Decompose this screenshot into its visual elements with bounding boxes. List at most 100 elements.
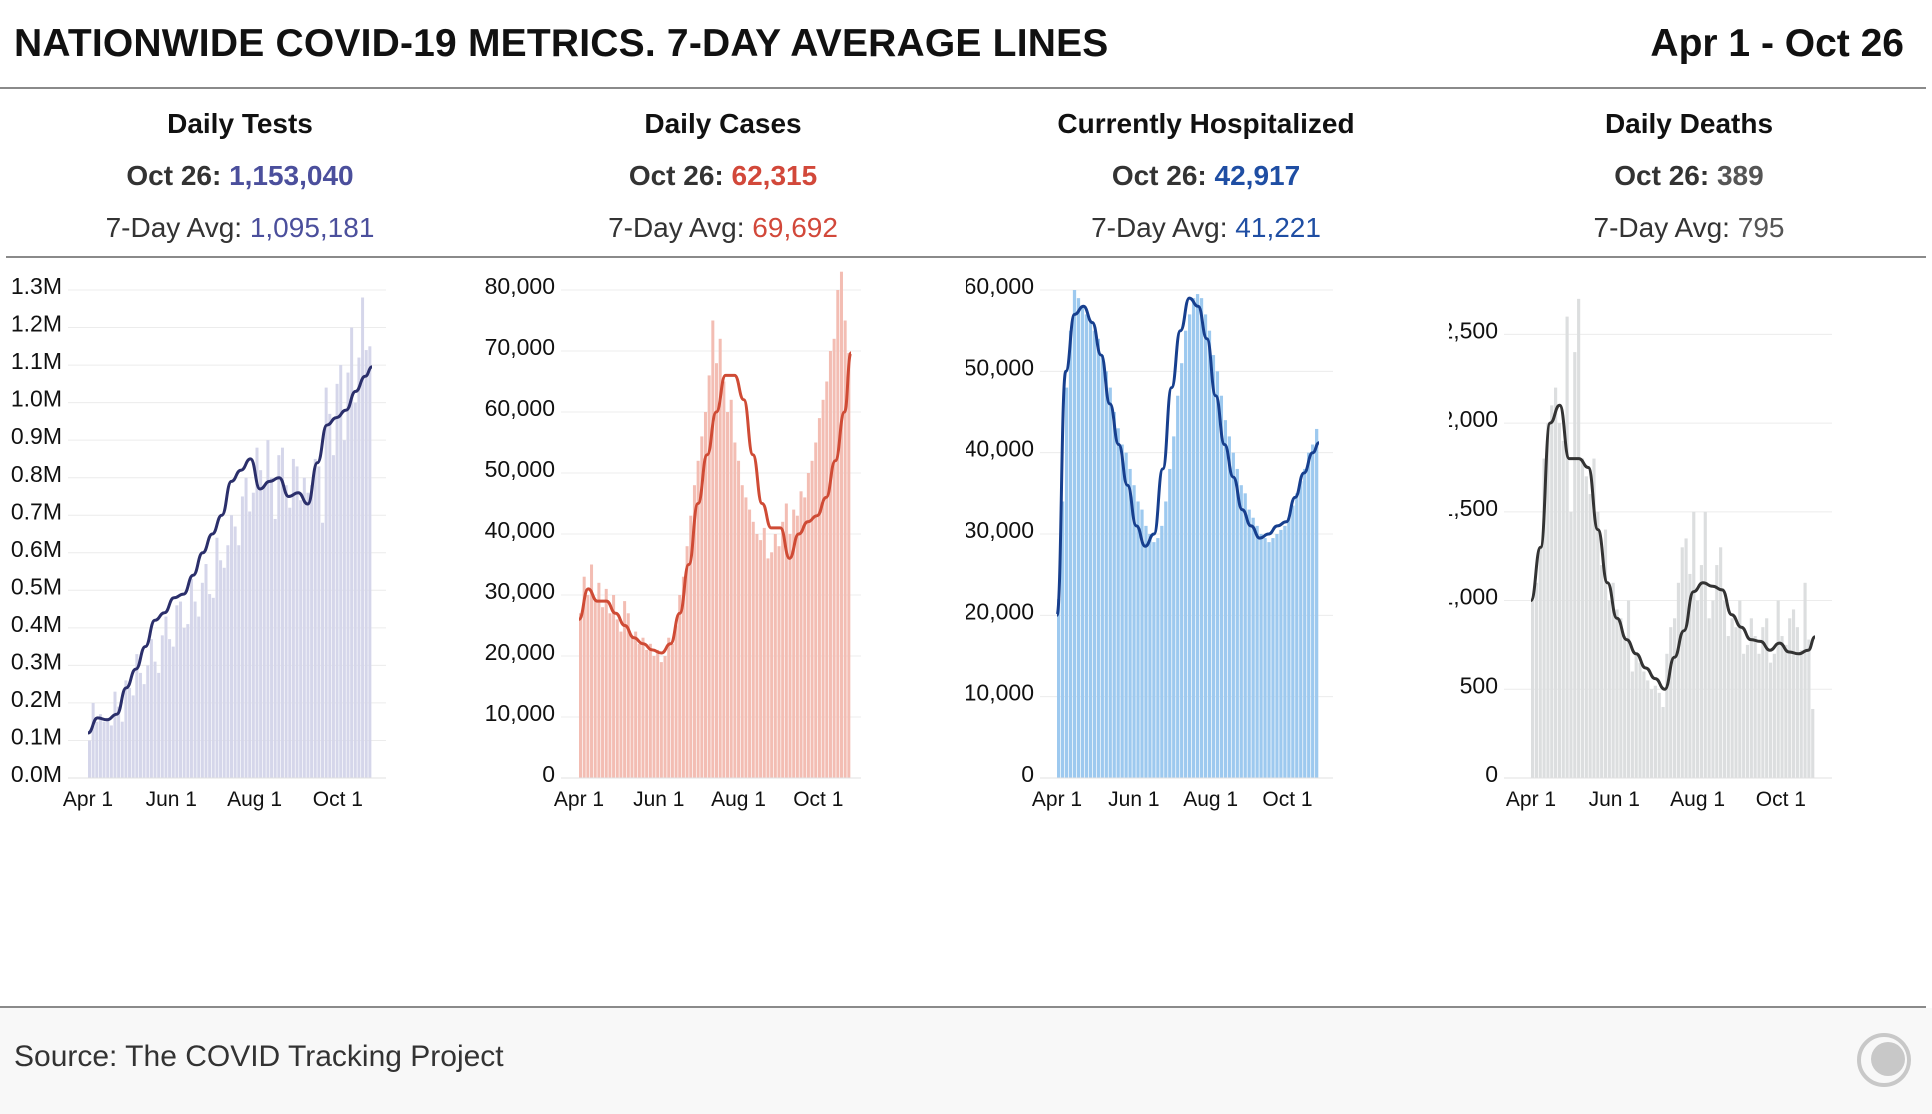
bar [586,595,590,778]
bar [593,601,597,778]
y-tick-label: 0.4M [11,611,62,637]
stat-avg-value: 795 [1737,212,1785,243]
bar [1060,501,1065,778]
x-tick-label: Oct 1 [313,788,363,811]
bar [1772,653,1776,778]
bar [1140,509,1144,778]
bar [1673,618,1677,778]
bar [113,691,117,778]
bar [770,552,774,778]
y-tick-label: 80,000 [485,273,555,299]
header-divider [0,87,1926,89]
bar [313,458,317,778]
bar [1749,618,1753,778]
bar [306,492,310,778]
bar [153,661,157,778]
bar [759,540,763,778]
bar [186,624,190,778]
bar [707,375,711,778]
bar [1188,314,1192,778]
stat-avg: 7-Day Avg: 69,692 [483,212,963,244]
stat-daily-deaths: Daily Deaths Oct 26: 389 7-Day Avg: 795 [1449,100,1929,244]
average-line [1529,403,1816,691]
bar [1811,708,1815,778]
bar [681,576,685,778]
bar [766,558,770,778]
bar [168,639,172,778]
bar [792,509,796,778]
y-tick-label: 70,000 [485,334,555,360]
bar [1120,444,1124,778]
bar [1611,582,1615,778]
bar [817,418,821,778]
bar [821,399,825,778]
bar [1534,582,1538,778]
bar [175,605,179,778]
bar [259,470,263,778]
bar [1092,330,1096,778]
bar [284,485,288,778]
bar [1299,481,1303,778]
bar [1776,600,1780,778]
bar [1569,511,1573,778]
bar [1634,653,1638,778]
bar [1271,538,1275,778]
bar [1235,468,1239,778]
bar [302,477,306,778]
bar [1160,525,1164,778]
bar [1799,650,1803,778]
bar [1295,493,1299,778]
bar [656,649,660,778]
stat-name: Currently Hospitalized [1057,108,1355,139]
bar [138,672,142,778]
bar [729,399,733,778]
bar [612,595,616,778]
chart-daily-cases-svg: 0 10,000 20,000 30,000 40,000 50,000 60,000 70,… [485,271,861,811]
bar [828,351,832,778]
bar [803,497,807,778]
y-tick-label: 1.1M [11,348,62,374]
bar [1279,529,1283,778]
bar [788,534,792,778]
y-tick-label: 0 [542,761,555,787]
bar [1128,468,1132,778]
bar [1738,600,1742,778]
bar [1076,298,1081,778]
stat-avg-value: 41,221 [1235,212,1321,243]
bar [215,537,219,778]
stat-today: Oct 26: 62,315 [483,160,963,192]
bar [1259,534,1263,778]
y-tick-label: 40,000 [485,517,555,543]
bar [240,496,244,778]
stat-daily-tests: Daily Tests Oct 26: 1,153,040 7-Day Avg:… [0,100,480,244]
bar [832,338,836,778]
bar [1287,517,1291,778]
bar [1275,534,1279,778]
bar [799,491,803,778]
bar [1132,485,1136,778]
bar [1795,627,1799,778]
bar [630,637,634,778]
bar [1742,653,1746,778]
bar [604,588,608,778]
bar [648,643,652,778]
bar [131,695,135,778]
bar [1531,600,1535,778]
bar [1719,547,1723,778]
bar [652,656,656,778]
average-line [577,351,853,655]
bar [663,656,667,778]
bar [692,485,696,778]
y-tick-label: 50,000 [485,456,555,482]
bar [1195,294,1200,778]
stat-today: Oct 26: 389 [1449,160,1929,192]
bar [335,383,339,778]
bar [1191,298,1196,778]
page-title: NATIONWIDE COVID-19 METRICS. 7-DAY AVERA… [14,22,1109,65]
bar [248,511,252,778]
x-tick-label: Jun 1 [146,788,197,811]
bar [1626,600,1631,778]
bar [1630,671,1634,778]
y-tick-label: 0.3M [11,648,62,674]
bar [722,381,726,778]
